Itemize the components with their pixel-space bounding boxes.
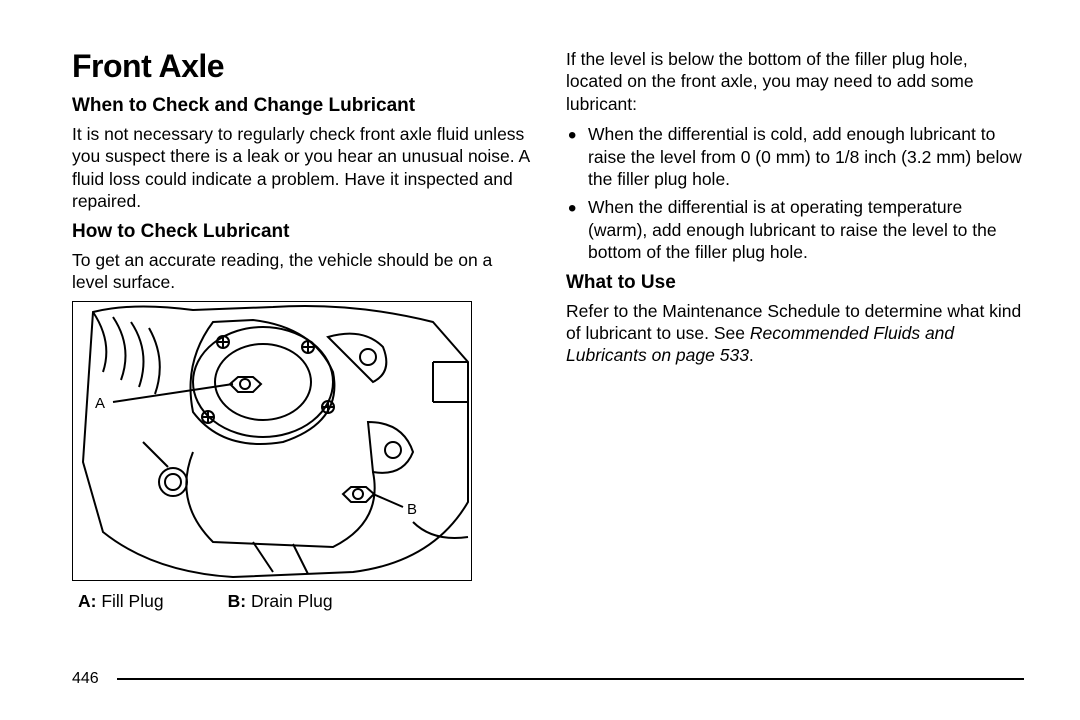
page-title: Front Axle xyxy=(72,48,530,85)
axle-diagram: A B xyxy=(72,301,472,581)
figure-legend: A: Fill Plug B: Drain Plug xyxy=(72,591,530,612)
right-column: If the level is below the bottom of the … xyxy=(566,48,1024,612)
legend-b-label: B: xyxy=(228,591,246,611)
paragraph-what-to-use: Refer to the Maintenance Schedule to det… xyxy=(566,300,1024,367)
page-footer: 446 xyxy=(72,670,1024,688)
footer-rule xyxy=(117,678,1024,680)
bullet-cold: When the differential is cold, add enoug… xyxy=(588,123,1024,190)
heading-what-to-use: What to Use xyxy=(566,272,1024,294)
paragraph-when-to-check: It is not necessary to regularly check f… xyxy=(72,123,530,213)
what-to-use-end: . xyxy=(749,345,754,365)
manual-page: Front Axle When to Check and Change Lubr… xyxy=(0,0,1080,720)
heading-how-to-check: How to Check Lubricant xyxy=(72,221,530,243)
legend-b: B: Drain Plug xyxy=(228,591,333,612)
heading-when-to-check: When to Check and Change Lubricant xyxy=(72,95,530,117)
legend-a-label: A: xyxy=(78,591,96,611)
two-column-layout: Front Axle When to Check and Change Lubr… xyxy=(72,48,1024,612)
legend-a-text: Fill Plug xyxy=(101,591,163,611)
paragraph-how-to-check: To get an accurate reading, the vehicle … xyxy=(72,249,530,294)
bullet-list: When the differential is cold, add enoug… xyxy=(566,123,1024,263)
paragraph-level-intro: If the level is below the bottom of the … xyxy=(566,48,1024,115)
axle-diagram-svg: A B xyxy=(73,302,472,581)
page-number: 446 xyxy=(72,670,99,688)
figure-label-b: B xyxy=(407,501,417,518)
left-column: Front Axle When to Check and Change Lubr… xyxy=(72,48,530,612)
legend-a: A: Fill Plug xyxy=(78,591,164,612)
legend-b-text: Drain Plug xyxy=(251,591,333,611)
bullet-warm: When the differential is at operating te… xyxy=(588,196,1024,263)
figure-label-a: A xyxy=(95,395,105,412)
